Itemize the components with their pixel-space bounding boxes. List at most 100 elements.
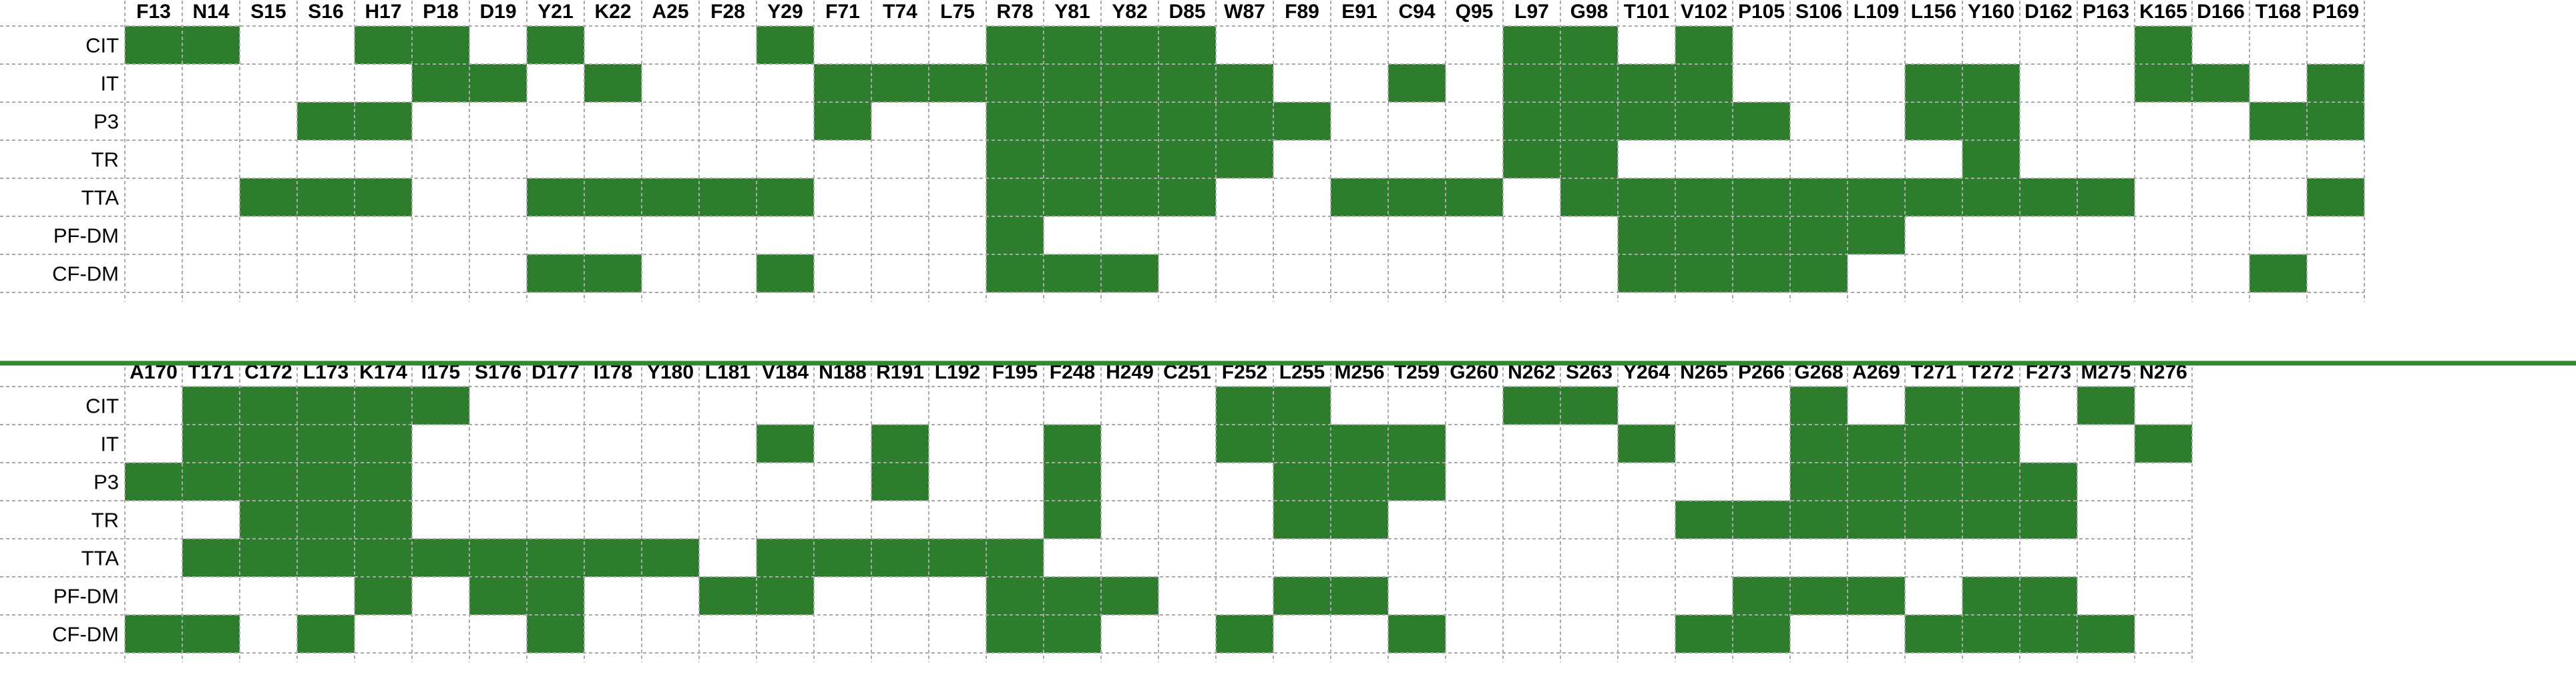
heatmap-cell-cf-dm-a25: [642, 254, 699, 292]
heatmap-cell-cit-c172: [240, 387, 297, 425]
heatmap-cell-tr-r191: [871, 501, 929, 539]
heatmap-cell-cf-dm-t168: [2249, 254, 2307, 292]
heatmap-cell-cf-dm-n265: [1675, 615, 1733, 653]
heatmap-cell-p3-y180: [642, 463, 699, 501]
heatmap-cell-cf-dm-a170: [125, 615, 182, 653]
heatmap-cell-it-k174: [355, 425, 412, 463]
heatmap-cell-pf-dm-t271: [1905, 577, 1962, 615]
heatmap-cell-tr-g260: [1446, 501, 1503, 539]
heatmap-cell-p3-s16: [297, 102, 355, 140]
heatmap-cell-cit-n14: [182, 26, 240, 64]
heatmap-cell-p3-l156: [1905, 102, 1962, 140]
heatmap-cell-pf-dm-l192: [929, 577, 986, 615]
heatmap-cell-tta-n276: [2135, 539, 2192, 577]
heatmap-cell-cit-g260: [1446, 387, 1503, 425]
heatmap-cell-cf-dm-i178: [584, 615, 642, 653]
heatmap-cell-p3-s15: [240, 102, 297, 140]
heatmap-cell-tta-v184: [757, 539, 814, 577]
heatmap-cell-cf-dm-y160: [1962, 254, 2020, 292]
heatmap-cell-tta-i178: [584, 539, 642, 577]
heatmap-cell-pf-dm-k165: [2135, 216, 2192, 254]
heatmap-cell-tta-l255: [1273, 539, 1331, 577]
heatmap-cell-it-q95: [1446, 64, 1503, 102]
heatmap-cell-pf-dm-e91: [1331, 216, 1388, 254]
heatmap-cell-tr-l173: [297, 501, 355, 539]
heatmap-cell-cit-t101: [1618, 26, 1675, 64]
heatmap-cell-tr-e91: [1331, 140, 1388, 178]
heatmap-cell-cit-h249: [1101, 387, 1158, 425]
heatmap-cell-it-f248: [1044, 425, 1101, 463]
heatmap-cell-tr-r78: [986, 140, 1044, 178]
heatmap-cell-it-l109: [1848, 64, 1905, 102]
column-label: L75: [940, 1, 975, 23]
heatmap-cell-cit-k165: [2135, 26, 2192, 64]
column-label: H17: [365, 1, 401, 23]
column-label: F28: [710, 1, 745, 23]
heatmap-cell-tr-y29: [757, 140, 814, 178]
heatmap-cell-it-s263: [1560, 425, 1618, 463]
heatmap-cell-cit-k22: [584, 26, 642, 64]
heatmap-cell-p3-f273: [2020, 463, 2077, 501]
heatmap-cell-cit-v184: [757, 387, 814, 425]
row-label: IT: [100, 72, 119, 95]
heatmap-cell-tta-c251: [1158, 539, 1216, 577]
heatmap-cell-tr-h249: [1101, 501, 1158, 539]
heatmap-cell-tr-c172: [240, 501, 297, 539]
heatmap-cell-pf-dm-s176: [469, 577, 527, 615]
heatmap-cell-p3-f248: [1044, 463, 1101, 501]
heatmap-cell-p3-f252: [1216, 463, 1273, 501]
heatmap-cell-cit-n265: [1675, 387, 1733, 425]
heatmap-cell-pf-dm-v102: [1675, 216, 1733, 254]
heatmap-cell-tta-s263: [1560, 539, 1618, 577]
heatmap-cell-tta-k22: [584, 178, 642, 216]
heatmap-cell-cit-d85: [1158, 26, 1216, 64]
column-label: T101: [1624, 1, 1669, 23]
heatmap-cell-it-p266: [1733, 425, 1790, 463]
heatmap-cell-it-y180: [642, 425, 699, 463]
heatmap-cell-cf-dm-k165: [2135, 254, 2192, 292]
heatmap-cell-tta-s176: [469, 539, 527, 577]
heatmap-cell-cf-dm-v102: [1675, 254, 1733, 292]
heatmap-cell-p3-f13: [125, 102, 182, 140]
heatmap-cell-pf-dm-i178: [584, 577, 642, 615]
heatmap-cell-cf-dm-s16: [297, 254, 355, 292]
heatmap-cell-cf-dm-y29: [757, 254, 814, 292]
heatmap-cell-cit-p163: [2077, 26, 2135, 64]
heatmap-cell-cit-s16: [297, 26, 355, 64]
heatmap-cell-pf-dm-f89: [1273, 216, 1331, 254]
heatmap-cell-tta-y82: [1101, 178, 1158, 216]
heatmap-cell-cit-t272: [1962, 387, 2020, 425]
heatmap-cell-cit-c94: [1388, 26, 1446, 64]
heatmap-cell-tta-l109: [1848, 178, 1905, 216]
heatmap-cell-it-t171: [182, 425, 240, 463]
heatmap-cell-pf-dm-d162: [2020, 216, 2077, 254]
heatmap-cell-p3-n262: [1503, 463, 1560, 501]
heatmap-cell-p3-t101: [1618, 102, 1675, 140]
heatmap-cell-cf-dm-d162: [2020, 254, 2077, 292]
heatmap-cell-p3-y82: [1101, 102, 1158, 140]
heatmap-cell-cf-dm-d85: [1158, 254, 1216, 292]
heatmap-cell-it-w87: [1216, 64, 1273, 102]
heatmap-cell-p3-d162: [2020, 102, 2077, 140]
heatmap-cell-cf-dm-t259: [1388, 615, 1446, 653]
heatmap-cell-tr-d19: [469, 140, 527, 178]
heatmap-cell-pf-dm-f248: [1044, 577, 1101, 615]
heatmap-cell-pf-dm-l173: [297, 577, 355, 615]
heatmap-cell-it-f71: [814, 64, 871, 102]
heatmap-cell-cf-dm-t272: [1962, 615, 2020, 653]
heatmap-cell-tta-h249: [1101, 539, 1158, 577]
heatmap-cell-it-i175: [412, 425, 469, 463]
heatmap-cell-cf-dm-n14: [182, 254, 240, 292]
row-label: CIT: [85, 395, 119, 418]
column-label: W87: [1224, 1, 1265, 23]
heatmap-cell-tta-q95: [1446, 178, 1503, 216]
heatmap-cell-tta-d85: [1158, 178, 1216, 216]
heatmap-cell-cit-r78: [986, 26, 1044, 64]
heatmap-cell-tta-f195: [986, 539, 1044, 577]
heatmap-cell-tta-y21: [527, 178, 584, 216]
heatmap-cell-cit-k174: [355, 387, 412, 425]
heatmap-cell-p3-d177: [527, 463, 584, 501]
heatmap-cell-pf-dm-a170: [125, 577, 182, 615]
heatmap-cell-it-k165: [2135, 64, 2192, 102]
heatmap-cell-p3-n188: [814, 463, 871, 501]
